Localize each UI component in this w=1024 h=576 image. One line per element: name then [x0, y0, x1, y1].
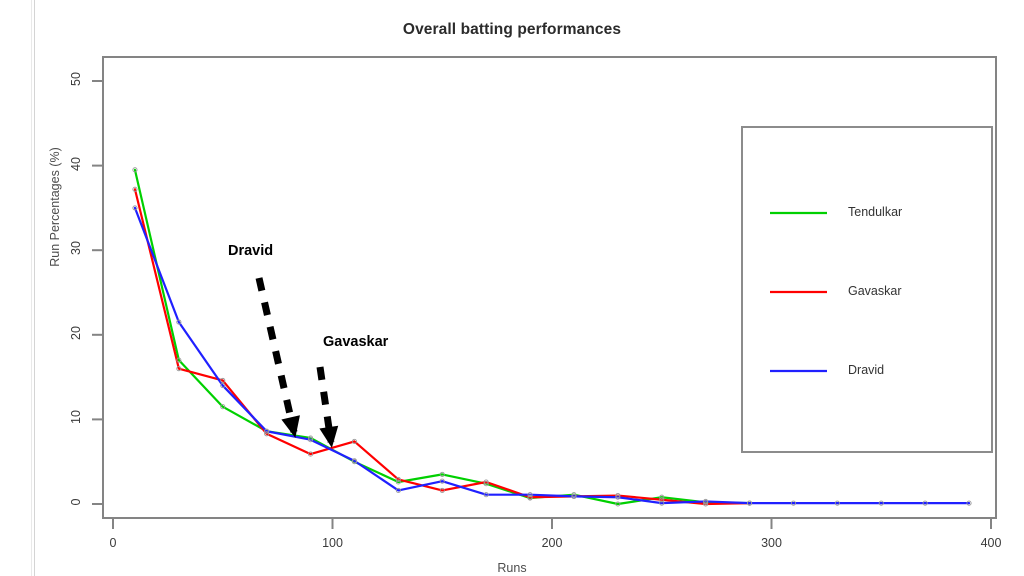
y-tick-label: 20	[69, 325, 83, 340]
annotation-label-dravid: Dravid	[228, 243, 274, 259]
legend-label-tendulkar: Tendulkar	[848, 205, 903, 219]
document-edge-shadow	[31, 0, 32, 576]
x-tick-label: 300	[761, 536, 782, 550]
plot-frame	[102, 56, 997, 519]
x-tick-label: 400	[980, 536, 1002, 550]
annotation-arrows	[255, 277, 339, 448]
data-series-group	[132, 167, 972, 507]
x-axis-label: Runs	[497, 561, 527, 575]
annotation-label-gavaskar: Gavaskar	[323, 334, 389, 350]
legend-box	[741, 126, 993, 453]
x-tick-label: 0	[109, 536, 117, 550]
x-tick-label: 200	[541, 536, 563, 550]
chart-title: Overall batting performances	[402, 21, 622, 38]
y-tick-label: 30	[69, 241, 83, 256]
document-edge-line	[34, 0, 35, 576]
y-tick-label: 40	[69, 156, 83, 171]
y-tick-label: 0	[69, 498, 83, 506]
x-tick-label: 100	[322, 536, 343, 550]
axis-ticks	[92, 80, 992, 529]
y-tick-label: 10	[69, 410, 83, 425]
y-tick-label: 50	[69, 72, 83, 86]
legend-label-dravid: Dravid	[848, 363, 885, 377]
legend-label-gavaskar: Gavaskar	[848, 284, 902, 298]
